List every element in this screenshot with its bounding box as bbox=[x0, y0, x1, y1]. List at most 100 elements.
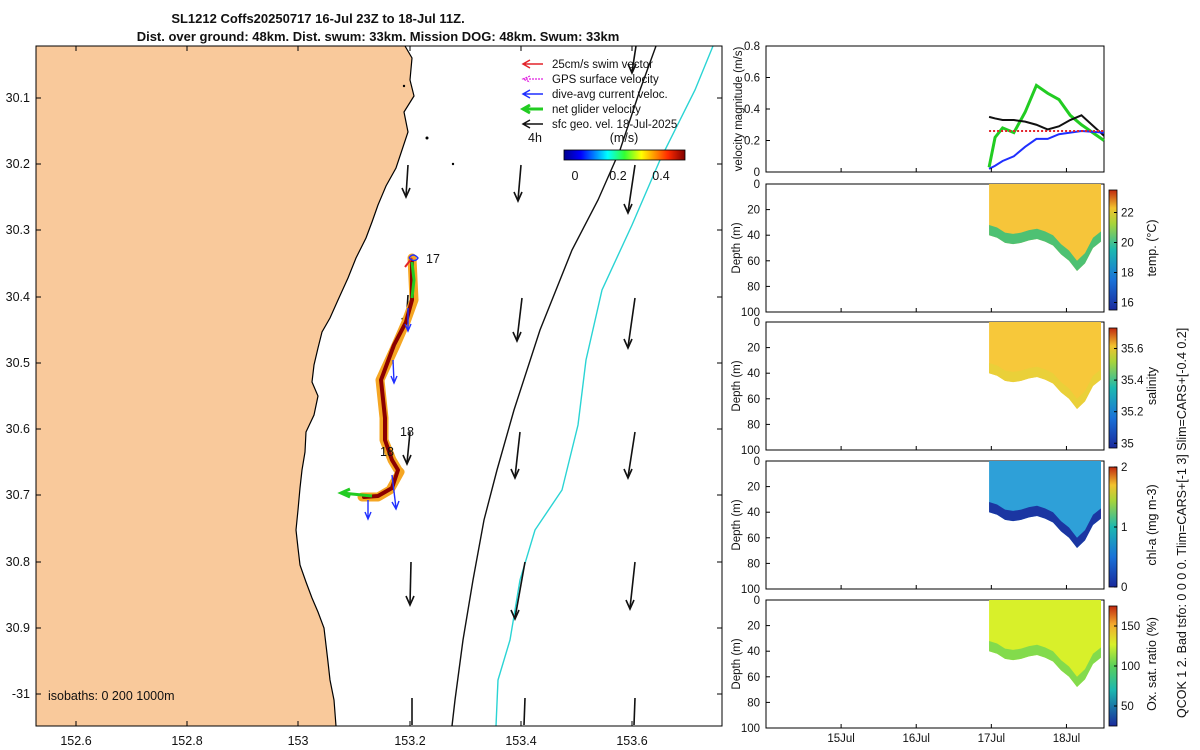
track-loop bbox=[408, 254, 419, 262]
lat-tick-label: 30.9 bbox=[6, 621, 30, 635]
legend-label-net: net glider velocity bbox=[552, 104, 641, 116]
velocity-series-line bbox=[988, 114, 1105, 137]
colorbar-tick-label: 2 bbox=[1121, 462, 1127, 474]
map-colorbar bbox=[563, 149, 686, 161]
legend-item-dive: dive-avg current veloc. bbox=[521, 89, 668, 101]
section-y-tick-label: 60 bbox=[747, 672, 760, 684]
lon-tick-label: 153 bbox=[288, 734, 309, 748]
section-y-label: Depth (m) bbox=[731, 360, 743, 411]
geo-arrow bbox=[510, 561, 526, 621]
section-y-tick-label: 60 bbox=[747, 394, 760, 406]
section-data-fill bbox=[989, 600, 1101, 688]
colorbar-tick-label: 0 bbox=[1121, 582, 1127, 594]
geo-arrow bbox=[405, 561, 415, 607]
section-data-fill bbox=[989, 184, 1101, 272]
geo-arrow bbox=[523, 697, 526, 726]
map-axes: 152.6 152.8 153 153.2 153.4 153.6 30.1 30.2 30.3… bbox=[6, 46, 722, 748]
map-legend: 25cm/s swim vector GPS surface velocity … bbox=[519, 59, 686, 183]
legend-item-geo: sfc geo. vel. 18-Jul-2025 bbox=[521, 119, 677, 131]
map-frame bbox=[35, 45, 723, 727]
colorbar-unit: (m/s) bbox=[610, 131, 638, 145]
section-y-label: Depth (m) bbox=[731, 499, 743, 550]
section-y-tick-label: 40 bbox=[747, 507, 760, 519]
colorbar-tick-label: 35.2 bbox=[1121, 407, 1143, 419]
time-axis: 15Jul 16Jul 17Jul 18Jul bbox=[827, 168, 1080, 745]
section-data-fill bbox=[989, 461, 1101, 549]
colorbar-tick-label: 18 bbox=[1121, 268, 1134, 280]
legend-label-dive: dive-avg current veloc. bbox=[552, 89, 668, 101]
land-mass bbox=[36, 46, 414, 726]
colorbar-tick-label: 35.4 bbox=[1121, 375, 1144, 387]
section-y-tick-label: 60 bbox=[747, 533, 760, 545]
colorbar-tick-label: 150 bbox=[1121, 621, 1140, 633]
section-y-tick-label: 40 bbox=[747, 230, 760, 242]
velocity-series-line bbox=[988, 130, 1105, 170]
geo-arrow bbox=[623, 297, 636, 350]
section-y-tick-label: 100 bbox=[741, 445, 760, 457]
colorbar-tick-label: 20 bbox=[1121, 238, 1134, 250]
section-y-tick-label: 80 bbox=[747, 697, 760, 709]
section-data-fill bbox=[989, 322, 1101, 410]
legend-label-swim: 25cm/s swim vector bbox=[552, 59, 653, 71]
geo-arrow bbox=[627, 45, 637, 75]
section-y-label: Depth (m) bbox=[731, 222, 743, 273]
section-colorbar-label: temp. (°C) bbox=[1145, 219, 1159, 276]
time-tick-label: 17Jul bbox=[978, 733, 1006, 745]
colorbar-tick-label: 35 bbox=[1121, 438, 1134, 450]
colorbar-tick-label: 50 bbox=[1121, 701, 1134, 713]
lon-tick-label: 152.8 bbox=[171, 734, 202, 748]
section-y-tick-label: 0 bbox=[754, 456, 760, 468]
section-colorbar bbox=[1108, 327, 1118, 449]
geo-arrow bbox=[512, 297, 523, 343]
geo-arrow bbox=[623, 431, 636, 480]
section-y-tick-label: 20 bbox=[747, 343, 760, 355]
lat-tick-label: 30.4 bbox=[6, 290, 30, 304]
geo-arrow bbox=[513, 164, 523, 203]
section-y-tick-label: 100 bbox=[741, 723, 760, 735]
legend-item-gps: GPS surface velocity bbox=[521, 74, 659, 86]
map-panel: 17 18 18 4h isobaths: 0 200 1000m bbox=[35, 45, 723, 727]
section-colorbar bbox=[1108, 189, 1118, 311]
section-y-tick-label: 20 bbox=[747, 205, 760, 217]
colorbar-tick-label: 35.6 bbox=[1121, 344, 1143, 356]
section-y-tick-label: 20 bbox=[747, 621, 760, 633]
figure-title-line2: Dist. over ground: 48km. Dist. swum: 33k… bbox=[137, 29, 620, 44]
section-y-tick-label: 80 bbox=[747, 419, 760, 431]
colorbar-tick-label: 22 bbox=[1121, 208, 1134, 220]
colorbar-tick-1: 0.2 bbox=[609, 169, 626, 183]
colorbar-tick-label: 1 bbox=[1121, 522, 1127, 534]
velocity-y-tick-label: 0.8 bbox=[744, 41, 760, 53]
colorbar-tick-label: 16 bbox=[1121, 298, 1134, 310]
colorbar-tick-2: 0.4 bbox=[652, 169, 669, 183]
coastline bbox=[295, 45, 415, 727]
track-label-18b: 18 bbox=[380, 445, 394, 459]
lon-tick-label: 153.2 bbox=[394, 734, 425, 748]
island bbox=[425, 136, 429, 140]
lat-tick-label: 30.1 bbox=[6, 91, 30, 105]
time-tick-label: 18Jul bbox=[1053, 733, 1081, 745]
lon-tick-label: 153.4 bbox=[505, 734, 536, 748]
section-y-label: Depth (m) bbox=[731, 638, 743, 689]
legend-item-swim: 25cm/s swim vector bbox=[521, 59, 653, 71]
section-y-tick-label: 0 bbox=[754, 317, 760, 329]
lon-tick-label: 152.6 bbox=[60, 734, 91, 748]
section-y-tick-label: 100 bbox=[741, 307, 760, 319]
lat-tick-label: 30.5 bbox=[6, 356, 30, 370]
lat-tick-label: 30.2 bbox=[6, 157, 30, 171]
section-y-tick-label: 0 bbox=[754, 595, 760, 607]
figure-title-line1: SL1212 Coffs20250717 16-Jul 23Z to 18-Ju… bbox=[171, 11, 464, 26]
current-arrows bbox=[364, 308, 412, 521]
colorbar-tick-label: 100 bbox=[1121, 661, 1140, 673]
legend-label-gps: GPS surface velocity bbox=[552, 74, 659, 86]
geo-arrow bbox=[633, 697, 636, 726]
section-bottom-layer bbox=[989, 640, 1101, 688]
track-label-18a: 18 bbox=[400, 425, 414, 439]
track-line bbox=[362, 260, 414, 499]
section-bottom-layer bbox=[989, 224, 1101, 272]
section-y-tick-label: 80 bbox=[747, 281, 760, 293]
geo-arrow bbox=[401, 164, 411, 199]
velocity-axes-box bbox=[765, 45, 1105, 173]
velocity-y-label: velocity magnitude (m/s) bbox=[733, 47, 745, 172]
section-y-tick-label: 60 bbox=[747, 256, 760, 268]
